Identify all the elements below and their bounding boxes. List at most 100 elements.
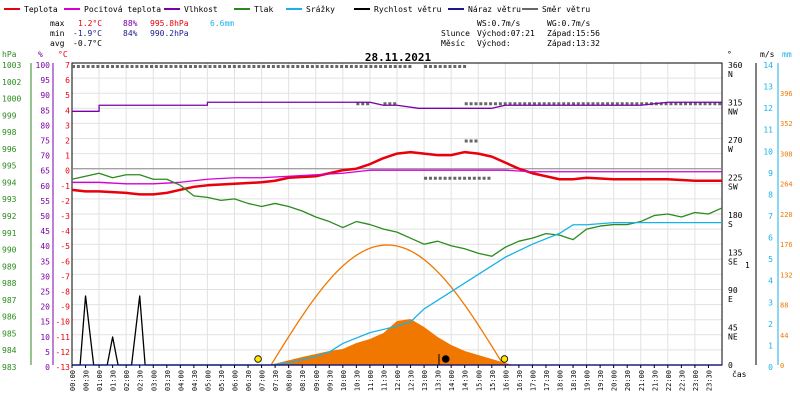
hpa-tick-label: 990 bbox=[2, 246, 17, 255]
pct-tick-label: 30 bbox=[40, 272, 50, 281]
x-tick-label: 21:00 bbox=[638, 370, 646, 391]
wind-dir-point bbox=[310, 65, 314, 68]
stats-moonrise: Východ: bbox=[477, 39, 511, 48]
stats-wg: WG:0.7m/s bbox=[547, 19, 591, 28]
wind-dir-point bbox=[179, 65, 183, 68]
wind-dir-point bbox=[463, 176, 467, 180]
wind-dir-point bbox=[130, 65, 134, 68]
dir-compass-tick: E bbox=[728, 295, 733, 304]
wind-dir-point bbox=[101, 65, 105, 68]
stats-min-label: min bbox=[50, 29, 65, 38]
stats-min-hum: 84% bbox=[123, 29, 138, 38]
stats-min-press: 990.2hPa bbox=[150, 29, 189, 38]
stats-max-press: 995.8hPa bbox=[150, 19, 189, 28]
temp-tick-label: -9 bbox=[60, 303, 70, 312]
stats-max-hum: 88% bbox=[123, 19, 138, 28]
dir-compass-tick: SW bbox=[728, 183, 738, 192]
hpa-tick-label: 987 bbox=[2, 296, 17, 305]
x-tick-label: 07:30 bbox=[272, 370, 280, 391]
wind-dir-point bbox=[232, 65, 236, 68]
wind-dir-point bbox=[571, 102, 575, 106]
dir-compass-tick: NE bbox=[728, 333, 738, 342]
wind-dir-point bbox=[193, 65, 197, 68]
ms-tick-label: 12 bbox=[763, 104, 773, 113]
pct-tick-label: 55 bbox=[40, 197, 50, 206]
x-tick-label: 00:30 bbox=[83, 370, 91, 391]
wind-dir-point bbox=[393, 65, 397, 68]
wind-dir-point bbox=[679, 102, 683, 106]
wind-dir-point bbox=[208, 65, 212, 68]
dir-deg-tick: 315 bbox=[728, 99, 743, 108]
wind-dir-point bbox=[320, 65, 324, 68]
temp-tick-label: -13 bbox=[56, 363, 71, 372]
wind-dir-point bbox=[469, 139, 473, 143]
stats-sunrise: Východ:07:21 bbox=[477, 29, 535, 38]
wind-dir-point bbox=[458, 176, 462, 180]
temp-tick-label: -5 bbox=[60, 242, 70, 251]
wind-dir-point bbox=[424, 176, 428, 180]
legend-label: Směr větru bbox=[542, 5, 590, 14]
wind-dir-point bbox=[237, 65, 241, 68]
wind-dir-point bbox=[552, 102, 556, 106]
temp-tick-label: 0 bbox=[65, 167, 70, 176]
pct-tick-label: 45 bbox=[40, 227, 50, 236]
x-tick-label: 17:30 bbox=[543, 370, 551, 391]
x-axis-ticks: 00:00 00:30 01:00 01:30 02:00 02:30 03:00 03:30… bbox=[69, 365, 713, 391]
temp-tick-label: -4 bbox=[60, 227, 70, 236]
pct-tick-label: 75 bbox=[40, 137, 50, 146]
wind-dir-point bbox=[448, 65, 452, 68]
dir-compass-tick: SE bbox=[728, 258, 738, 267]
wind-dir-point bbox=[383, 102, 387, 106]
pct-tick-label: 35 bbox=[40, 257, 50, 266]
wind-dir-point bbox=[493, 102, 497, 106]
stats-avg-label: avg bbox=[50, 39, 65, 48]
x-tick-label: 00:00 bbox=[69, 370, 77, 391]
mm-tick-label: 88 bbox=[780, 302, 788, 310]
wind-dir-point bbox=[464, 102, 468, 106]
dir-deg-tick: 90 bbox=[728, 286, 738, 295]
sunset-marker bbox=[500, 355, 509, 363]
hpa-tick-label: 993 bbox=[2, 195, 17, 204]
wind-dir-point bbox=[374, 65, 378, 68]
wind-dir-point bbox=[610, 102, 614, 106]
temp-tick-label: 1 bbox=[65, 152, 70, 161]
x-tick-label: 22:00 bbox=[665, 370, 673, 391]
moonset-marker bbox=[441, 355, 450, 363]
wind-dir-point bbox=[474, 139, 478, 143]
wind-dir-point bbox=[438, 65, 442, 68]
hpa-tick-label: 996 bbox=[2, 145, 17, 154]
wind-dir-point bbox=[547, 102, 551, 106]
wind-dir-point bbox=[713, 102, 717, 106]
ms-tick-label: 14 bbox=[763, 61, 773, 70]
hpa-tick-label: 1000 bbox=[2, 95, 21, 104]
x-tick-label: 09:30 bbox=[326, 370, 334, 391]
dir-compass-tick: N bbox=[728, 70, 733, 79]
wind-dir-point bbox=[345, 65, 348, 68]
wind-dir-point bbox=[513, 102, 517, 106]
wind-dir-point bbox=[291, 65, 295, 68]
wind-dir-point bbox=[106, 65, 110, 68]
wind-dir-point bbox=[581, 102, 585, 106]
wind-dir-point bbox=[72, 65, 75, 68]
pct-tick-label: 90 bbox=[40, 91, 50, 100]
wind-dir-point bbox=[537, 102, 541, 106]
wind-dir-point bbox=[403, 65, 407, 68]
wind-dir-point bbox=[306, 65, 309, 68]
x-tick-label: 14:00 bbox=[448, 370, 456, 391]
wind-dir-point bbox=[477, 176, 481, 180]
wind-dir-point bbox=[242, 65, 246, 68]
wind-dir-point bbox=[443, 65, 447, 68]
wind-dir-point bbox=[349, 65, 353, 68]
hpa-tick-label: 988 bbox=[2, 279, 17, 288]
pct-unit: % bbox=[38, 50, 43, 59]
pct-tick-label: 65 bbox=[40, 167, 50, 176]
wind-dir-point bbox=[366, 102, 370, 106]
dir-deg-tick: 270 bbox=[728, 136, 743, 145]
wind-dir-point bbox=[286, 65, 290, 68]
ms-tick-label: 5 bbox=[768, 255, 773, 264]
pct-tick-label: 85 bbox=[40, 106, 50, 115]
wind-dir-point bbox=[281, 65, 285, 68]
legend-label: Pocitová teplota bbox=[84, 5, 161, 14]
ms-tick-label: 2 bbox=[768, 320, 773, 329]
wind-dir-point bbox=[664, 102, 668, 106]
